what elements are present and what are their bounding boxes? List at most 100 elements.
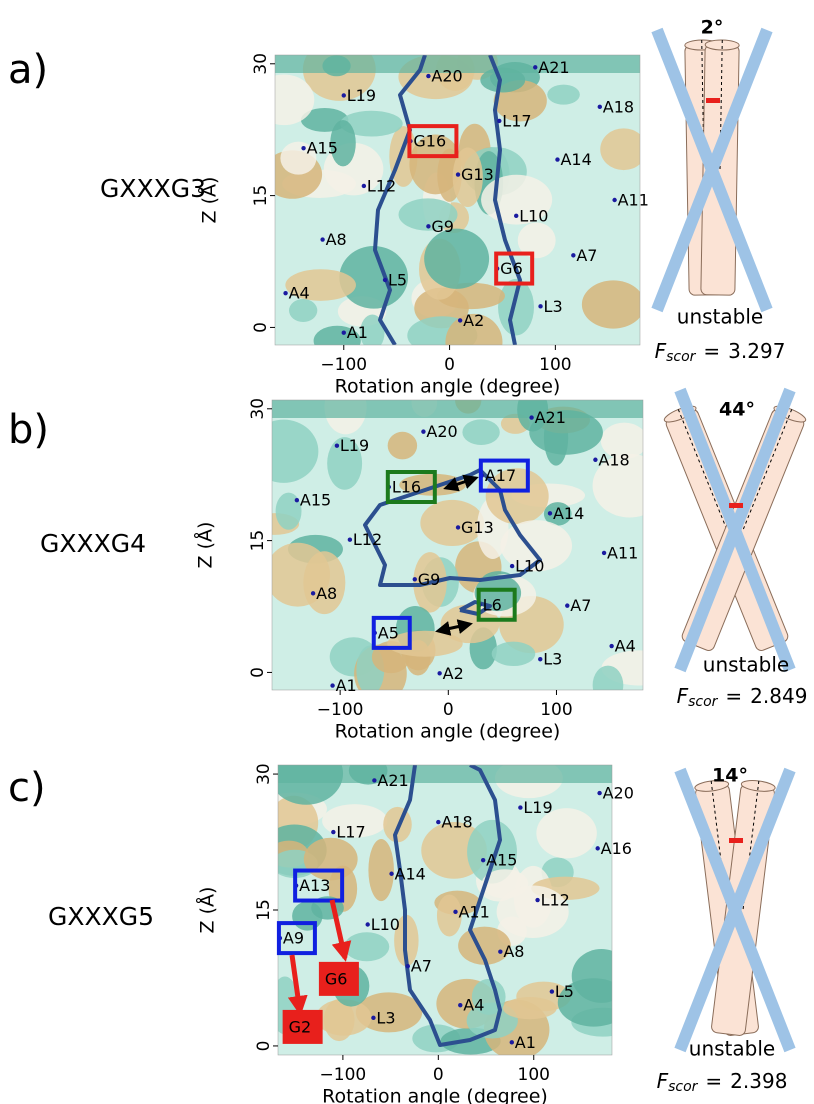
residue-point	[597, 791, 601, 795]
panel-label: b)	[8, 407, 49, 453]
contour-blob	[249, 420, 318, 483]
residue-label: A14	[553, 504, 584, 523]
residue-point	[453, 910, 457, 914]
panel: c)GXXXG5−100010001530Rotation angle (deg…	[8, 742, 790, 1104]
y-tick-label: 0	[254, 1041, 274, 1052]
residue-point	[593, 458, 597, 462]
x-tick-label: 0	[433, 1065, 444, 1085]
x-tick-label: −100	[320, 355, 367, 375]
angle-arc	[706, 98, 720, 103]
residue-label: A21	[535, 408, 566, 427]
residue-label: L12	[541, 891, 570, 910]
x-tick-label: −100	[317, 700, 364, 720]
contour-blob	[462, 419, 499, 445]
residue-point	[295, 498, 299, 502]
residue-label: A14	[395, 864, 426, 883]
y-tick-label: 15	[248, 530, 268, 552]
residue-label: L6	[483, 595, 502, 614]
x-axis-label: Rotation angle (degree)	[335, 721, 561, 743]
residue-label: L17	[336, 823, 365, 842]
fscor-sign: =	[703, 339, 720, 363]
residue-label: L10	[519, 206, 548, 225]
residue-point	[598, 105, 602, 109]
residue-point	[311, 591, 315, 595]
x-tick-label: 100	[539, 355, 571, 375]
contour-blob	[304, 838, 358, 881]
residue-label: A1	[347, 323, 368, 342]
residue-point	[389, 872, 393, 876]
fscor-value: 2.398	[730, 1069, 787, 1093]
x-tick-label: 0	[443, 700, 454, 720]
fscor-sign: =	[705, 1069, 722, 1093]
residue-label: A21	[538, 58, 569, 77]
residue-label: L19	[340, 436, 369, 455]
residue-point	[383, 278, 387, 282]
residue-point	[498, 949, 502, 953]
residue-label: A2	[443, 664, 464, 683]
contour-blob	[254, 74, 315, 125]
residue-point	[320, 237, 324, 241]
y-tick-label: 0	[248, 667, 268, 678]
contour-map	[254, 38, 648, 370]
residue-label: G13	[461, 165, 494, 184]
stability-label: unstable	[689, 1037, 775, 1061]
residue-label: G13	[461, 518, 494, 537]
residue-label: A14	[560, 150, 591, 169]
angle-label: 44°	[719, 399, 755, 421]
residue-point	[413, 577, 417, 581]
x-tick-label: 100	[540, 700, 572, 720]
residue-label: A1	[515, 1033, 536, 1052]
residue-point	[362, 184, 366, 188]
residue-label: A11	[618, 191, 649, 210]
residue-label: A15	[300, 491, 331, 510]
residue-point	[366, 922, 370, 926]
panel-title: GXXXG3	[100, 174, 206, 203]
contour-blob	[492, 642, 536, 666]
residue-point	[481, 858, 485, 862]
contour-blob	[547, 85, 580, 105]
residue-point	[595, 846, 599, 850]
residue-label: A16	[601, 839, 632, 858]
residue-point	[497, 119, 501, 123]
contour-blob	[388, 432, 417, 460]
residue-label: A11	[607, 543, 638, 562]
residue-label: A7	[411, 957, 432, 976]
residue-label: A4	[615, 637, 636, 656]
residue-label: A4	[463, 996, 484, 1015]
residue-label: L19	[523, 798, 552, 817]
residue-label: A20	[431, 67, 462, 86]
residue-point	[514, 214, 518, 218]
y-tick-label: 15	[254, 899, 274, 921]
angle-label: 2°	[701, 17, 724, 39]
fscor-value: 3.297	[728, 339, 785, 363]
contour-map	[249, 380, 677, 705]
panel-title: GXXXG4	[40, 529, 146, 558]
residue-label: A8	[316, 584, 337, 603]
residue-point	[283, 291, 287, 295]
residue-label: A21	[377, 771, 408, 790]
residue-point	[426, 74, 430, 78]
contour-blob	[593, 666, 624, 705]
y-tick-label: 0	[251, 322, 271, 333]
residue-point	[548, 511, 552, 515]
panel: b)GXXXG4−100010001530Rotation angle (deg…	[8, 380, 807, 743]
fscor-line: Fscor=2.849	[677, 684, 808, 711]
fscor-symbol: F	[657, 1069, 669, 1093]
residue-point	[426, 224, 430, 228]
residue-point	[331, 830, 335, 834]
residue-point	[612, 198, 616, 202]
x-tick-label: 100	[518, 1065, 550, 1085]
residue-label: L3	[376, 1008, 395, 1027]
residue-point	[555, 157, 559, 161]
residue-label: G6	[500, 259, 523, 278]
stability-label: unstable	[703, 653, 789, 677]
residue-label: G2	[289, 1017, 312, 1036]
residue-point	[335, 443, 339, 447]
residue-label: A7	[570, 596, 591, 615]
residue-label: A17	[485, 466, 516, 485]
residue-point	[348, 538, 352, 542]
contour-blob	[424, 229, 489, 289]
map-top-band	[278, 765, 612, 783]
residue-label: L10	[515, 557, 544, 576]
contour-blob	[303, 551, 345, 614]
